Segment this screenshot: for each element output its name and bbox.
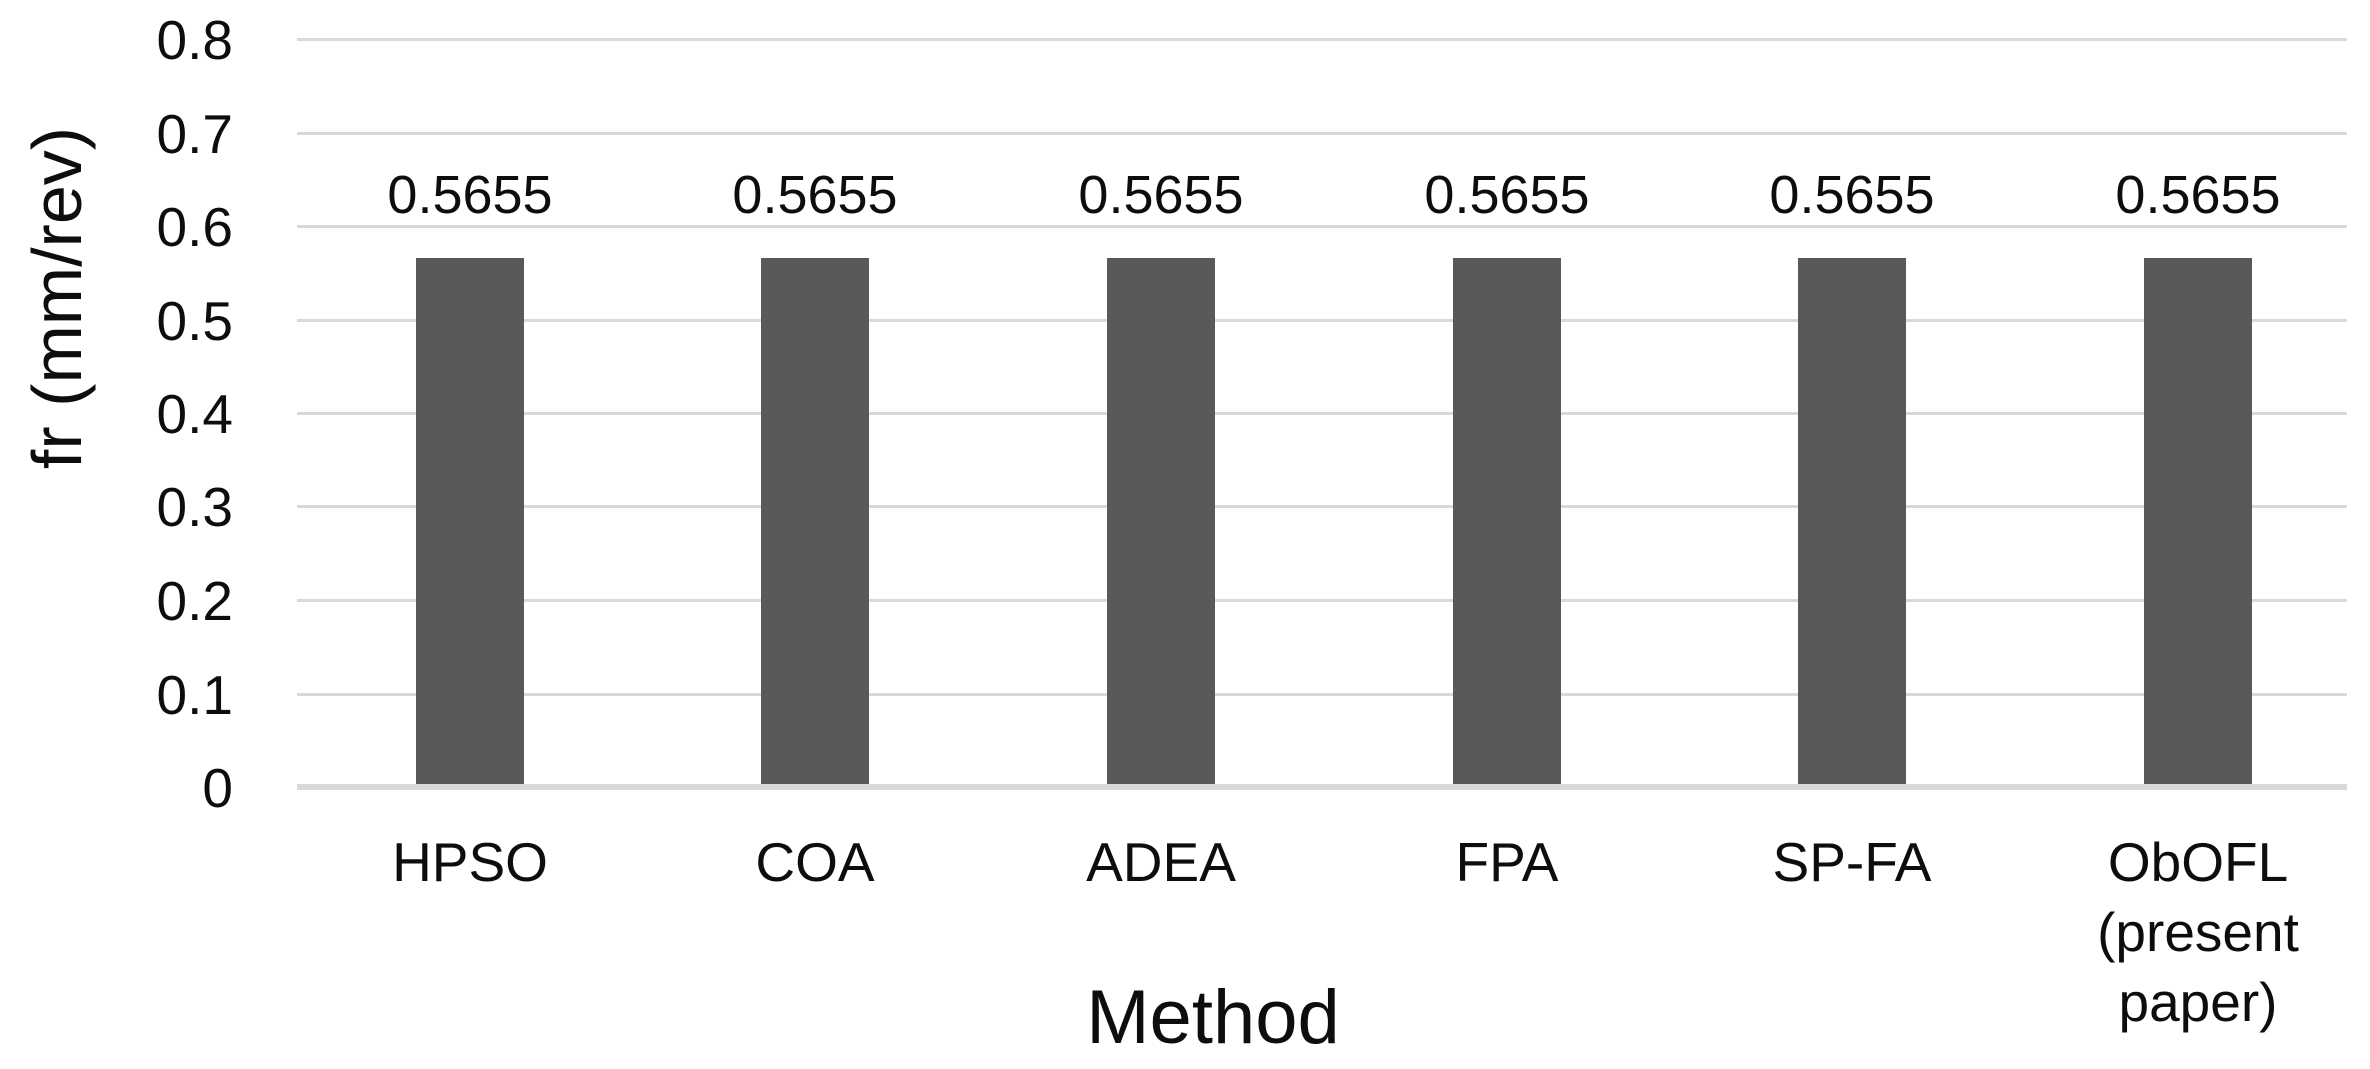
x-axis-title: Method (1086, 975, 1340, 1060)
gridline (297, 412, 2347, 415)
bar-ADEA (1107, 258, 1215, 787)
bar-ObOFL (present paper) (2144, 258, 2252, 787)
gridline (297, 38, 2347, 41)
bar-value-label: 0.5655 (1078, 165, 1244, 225)
gridline (297, 505, 2347, 508)
y-tick-label: 0.6 (156, 196, 233, 258)
x-category-label: HPSO (392, 831, 548, 893)
gridline (297, 693, 2347, 696)
y-tick-label: 0.1 (156, 664, 233, 726)
y-tick-label: 0.7 (156, 103, 233, 165)
bar-value-label: 0.5655 (387, 165, 553, 225)
y-tick-label: 0.8 (156, 9, 233, 71)
bar-value-label: 0.5655 (2115, 165, 2281, 225)
bar-value-label: 0.5655 (1424, 165, 1590, 225)
y-tick-label: 0.3 (156, 476, 233, 538)
x-category-label: FPA (1455, 831, 1559, 893)
gridline (297, 599, 2347, 602)
bar-value-label: 0.5655 (1769, 165, 1935, 225)
x-category-label: SP-FA (1772, 831, 1932, 893)
bar-COA (761, 258, 869, 787)
x-category-label: ObOFL (present paper) (2097, 831, 2299, 1033)
y-tick-label: 0 (202, 757, 233, 819)
plot-area: 0.5655 0.5655 0.5655 0.5655 0.5655 0.5655 (297, 38, 2347, 790)
y-tick-label: 0.4 (156, 383, 233, 445)
gridline (297, 132, 2347, 135)
gridline (297, 225, 2347, 228)
y-tick-label: 0.5 (156, 290, 233, 352)
bar-SP-FA (1798, 258, 1906, 787)
y-tick-label: 0.2 (156, 570, 233, 632)
bar-HPSO (416, 258, 524, 787)
x-category-label: ADEA (1086, 831, 1236, 893)
bar-value-label: 0.5655 (732, 165, 898, 225)
x-category-label: COA (755, 831, 875, 893)
x-axis-line (297, 784, 2347, 790)
bar-FPA (1453, 258, 1561, 787)
gridline (297, 319, 2347, 322)
